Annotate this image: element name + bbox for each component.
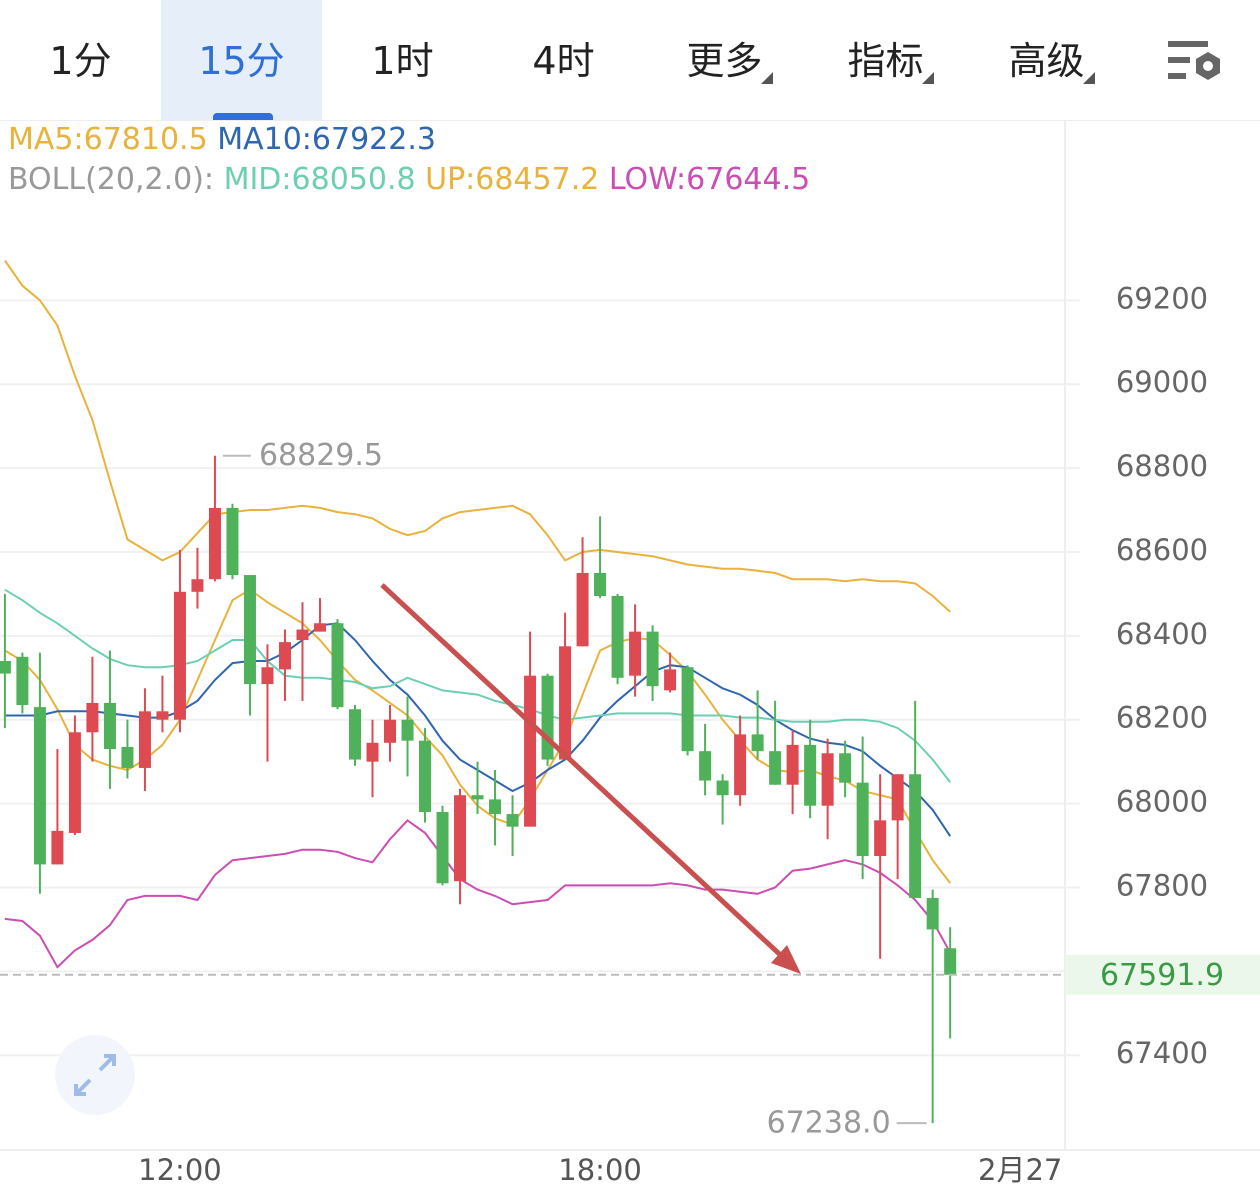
candle-body	[261, 667, 274, 685]
legend-item: UP:68457.2	[425, 162, 600, 197]
candle-body	[594, 572, 607, 596]
candle-body	[0, 661, 11, 674]
candle-body	[821, 753, 834, 806]
last-price-bg	[1065, 954, 1260, 995]
candle-body	[699, 751, 712, 781]
candle-body	[138, 711, 151, 768]
candle-body	[16, 656, 29, 706]
candle-body	[716, 780, 729, 796]
candle-body	[646, 631, 659, 687]
legend-item: MID:68050.8	[223, 162, 416, 197]
last-price-label: 67591.9	[1100, 958, 1224, 993]
candle-body	[226, 507, 239, 576]
candle-body	[541, 675, 554, 760]
candle-body	[891, 774, 904, 821]
indicator-line	[4, 259, 951, 613]
candle-body	[33, 707, 46, 865]
candle-body	[191, 579, 204, 592]
candle-body	[349, 709, 361, 760]
indicator-line	[4, 588, 951, 783]
tab[interactable]: 15分	[161, 0, 322, 120]
candle-body	[559, 646, 572, 760]
y-tick-label: 69200	[1116, 281, 1208, 315]
tab[interactable]: 指标	[805, 0, 966, 120]
trend-arrow	[380, 583, 790, 964]
candle-body	[278, 642, 291, 670]
indicator-line	[4, 819, 952, 969]
candle-body	[506, 814, 519, 827]
y-tick-label: 67800	[1116, 868, 1208, 902]
candle-body	[629, 631, 642, 676]
trend-arrow-head	[771, 945, 801, 974]
candle-body	[751, 734, 764, 752]
candle-body	[471, 795, 484, 800]
tab[interactable]: 4时	[532, 39, 595, 83]
candle-body	[86, 702, 99, 733]
candle-body	[419, 740, 432, 812]
candle-body	[944, 948, 957, 975]
candle-body	[734, 734, 747, 796]
candle-body	[208, 507, 221, 580]
dropdown-caret	[761, 72, 773, 84]
candle-body	[384, 719, 397, 743]
candle-body	[436, 811, 449, 884]
candle-body	[454, 795, 467, 882]
candle-body	[173, 591, 186, 720]
candle-body	[296, 629, 309, 641]
candle-body	[804, 744, 817, 806]
candle-body	[874, 820, 887, 857]
candle-body	[489, 799, 502, 815]
tab-indicator	[213, 113, 273, 120]
y-tick-label: 69000	[1116, 365, 1208, 399]
dropdown-caret	[922, 72, 934, 84]
settings-icon[interactable]	[1168, 41, 1220, 80]
candle-body	[68, 732, 81, 833]
legend-item: MA5:67810.5	[8, 122, 208, 157]
candle-body	[611, 595, 624, 678]
candle-body	[926, 897, 939, 930]
y-tick-label: 68600	[1116, 533, 1208, 567]
candle-body	[243, 575, 256, 685]
y-tick-label: 67400	[1116, 1036, 1208, 1070]
candle-body	[331, 623, 344, 708]
high-label: 68829.5	[259, 438, 383, 473]
low-label: 67238.0	[767, 1106, 891, 1141]
candle-body	[786, 744, 799, 785]
tab[interactable]: 1时	[371, 39, 434, 83]
candle-body	[51, 830, 64, 865]
legend-item: MA10:67922.3	[217, 122, 436, 157]
x-tick-label: 2月27	[978, 1153, 1062, 1187]
candle-body	[856, 782, 869, 857]
candle-body	[121, 746, 134, 768]
dropdown-caret	[1083, 72, 1095, 84]
candle-body	[366, 742, 379, 762]
boll-label: BOLL(20,2.0):	[8, 162, 215, 197]
legend-item: LOW:67644.5	[608, 162, 811, 197]
candle-body	[909, 774, 922, 898]
y-tick-label: 68400	[1116, 617, 1208, 651]
y-tick-label: 68800	[1116, 449, 1208, 483]
candle-body	[524, 675, 537, 827]
legend: MA5:67810.5 MA10:67922.3 BOLL(20,2.0): M…	[8, 120, 810, 200]
x-tick-label: 12:00	[138, 1153, 222, 1187]
tab[interactable]: 1分	[49, 39, 112, 83]
y-tick-label: 68000	[1116, 785, 1208, 819]
expand-button[interactable]	[55, 1035, 135, 1115]
candle-body	[681, 667, 694, 752]
candle-body	[103, 702, 116, 750]
x-tick-label: 18:00	[558, 1153, 642, 1187]
tab[interactable]: 更多	[644, 0, 805, 120]
candle-body	[401, 719, 414, 741]
y-tick-label: 68200	[1116, 701, 1208, 735]
candle-body	[769, 751, 782, 785]
candle-body	[156, 711, 169, 720]
tab[interactable]: 高级	[966, 0, 1127, 120]
tab-bar: 1分 15分 1时 4时 更多 指标 高级	[0, 0, 1260, 121]
candle-body	[664, 669, 677, 691]
candle-body	[313, 623, 326, 632]
candle-body	[839, 753, 852, 783]
candle-body	[576, 572, 589, 647]
